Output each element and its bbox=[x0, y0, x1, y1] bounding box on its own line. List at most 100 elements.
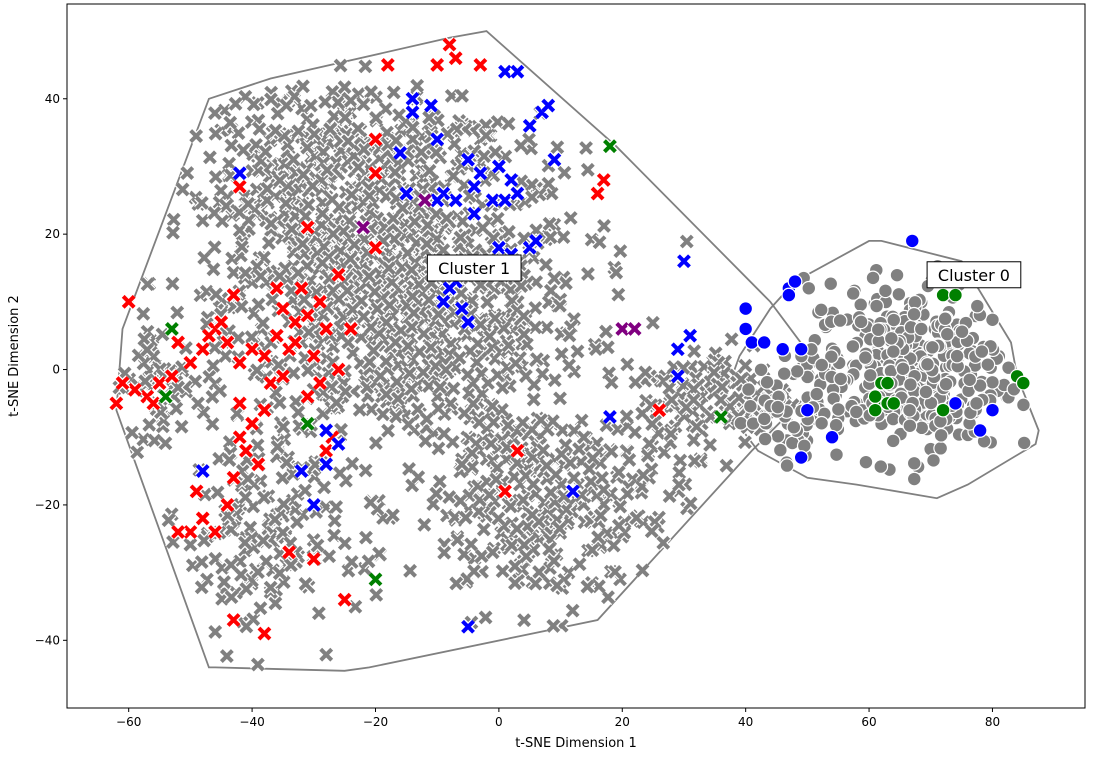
gray-circle-point bbox=[845, 286, 861, 301]
gray-x-point bbox=[562, 328, 577, 343]
gray-x-point bbox=[519, 337, 534, 352]
gray-x-point bbox=[140, 277, 155, 292]
x-tick-label: 0 bbox=[495, 715, 503, 729]
gray-x-point bbox=[541, 176, 556, 191]
gray-x-point bbox=[525, 190, 539, 205]
gray-circle-point bbox=[933, 440, 949, 456]
gray-circle-point bbox=[830, 402, 846, 417]
gray-x-point bbox=[401, 339, 416, 353]
gray-circle-point bbox=[814, 357, 830, 373]
green-circle-point bbox=[948, 287, 963, 303]
gray-x-point bbox=[501, 224, 516, 239]
gray-x-point bbox=[495, 402, 509, 417]
gray-x-point bbox=[495, 380, 510, 395]
gray-x-point bbox=[416, 365, 431, 380]
gray-circle-point bbox=[789, 363, 805, 379]
x-tick-label: 20 bbox=[615, 715, 630, 729]
gray-x-point bbox=[558, 276, 573, 291]
gray-x-point bbox=[538, 257, 553, 272]
gray-x-point bbox=[356, 309, 371, 324]
gray-circle-point bbox=[939, 326, 955, 342]
gray-x-point bbox=[613, 244, 628, 259]
gray-x-point bbox=[405, 289, 420, 304]
gray-x-point bbox=[289, 394, 303, 409]
gray-x-point bbox=[462, 386, 476, 401]
gray-circle-point bbox=[938, 376, 954, 392]
gray-x-point bbox=[405, 320, 419, 334]
x-tick-label: −60 bbox=[116, 715, 141, 729]
gray-x-point bbox=[610, 422, 625, 437]
gray-circle-point bbox=[741, 382, 756, 397]
gray-x-point bbox=[475, 386, 489, 401]
gray-x-point bbox=[309, 285, 324, 300]
gray-x-point bbox=[431, 441, 446, 456]
gray-circle-point bbox=[858, 454, 874, 470]
gray-x-point bbox=[453, 230, 468, 245]
gray-x-point bbox=[436, 243, 451, 258]
gray-circle-point bbox=[776, 366, 792, 382]
gray-circle-point bbox=[753, 362, 769, 378]
gray-x-point bbox=[366, 343, 381, 358]
gray-circle-point bbox=[857, 350, 873, 366]
gray-x-point bbox=[329, 395, 344, 410]
gray-x-point bbox=[376, 407, 390, 422]
gray-circle-point bbox=[801, 280, 817, 296]
gray-x-point bbox=[388, 335, 403, 350]
gray-x-point bbox=[496, 321, 511, 336]
gray-x-point bbox=[381, 423, 395, 438]
blue-circle-point bbox=[985, 402, 1000, 418]
gray-circle-point bbox=[913, 321, 929, 337]
gray-circle-point bbox=[886, 312, 902, 328]
gray-circle-point bbox=[786, 419, 802, 435]
gray-circle-point bbox=[974, 344, 990, 360]
gray-x-point bbox=[379, 354, 394, 369]
gray-x-point bbox=[419, 237, 434, 251]
gray-x-point bbox=[480, 295, 495, 310]
gray-x-point bbox=[206, 262, 221, 277]
gray-circle-point bbox=[889, 267, 905, 283]
blue-circle-point bbox=[738, 301, 754, 317]
gray-x-point bbox=[338, 384, 353, 399]
gray-x-point bbox=[230, 406, 244, 421]
gray-x-point bbox=[419, 412, 434, 426]
gray-circle-point bbox=[926, 453, 941, 468]
y-tick-label: 0 bbox=[52, 363, 60, 377]
gray-x-point bbox=[402, 366, 417, 381]
gray-x-point bbox=[422, 379, 436, 394]
gray-circle-point bbox=[833, 371, 849, 387]
gray-circle-point bbox=[779, 458, 795, 473]
gray-x-point bbox=[286, 366, 301, 381]
blue-circle-point bbox=[744, 335, 760, 350]
gray-x-point bbox=[482, 329, 497, 344]
gray-x-point bbox=[421, 292, 436, 307]
gray-circle-point bbox=[902, 418, 918, 434]
gray-x-point bbox=[556, 230, 571, 244]
gray-circle-point bbox=[770, 399, 786, 415]
gray-points bbox=[111, 57, 1032, 673]
gray-circle-point bbox=[954, 324, 970, 340]
gray-x-point bbox=[379, 387, 394, 402]
x-tick-label: −40 bbox=[239, 715, 264, 729]
gray-x-point bbox=[166, 212, 181, 227]
gray-circle-point bbox=[969, 395, 984, 411]
gray-x-point bbox=[570, 344, 585, 359]
gray-x-point bbox=[527, 377, 542, 392]
gray-x-point bbox=[370, 301, 385, 316]
blue-circle-point bbox=[799, 402, 815, 418]
gray-circle-point bbox=[870, 322, 886, 338]
blue-circle-point bbox=[972, 423, 988, 438]
gray-x-point bbox=[429, 207, 444, 222]
y-tick-label: −20 bbox=[35, 498, 60, 512]
gray-circle-point bbox=[980, 357, 996, 373]
gray-circle-point bbox=[937, 311, 953, 327]
gray-x-point bbox=[412, 344, 427, 359]
gray-x-point bbox=[207, 340, 222, 355]
gray-x-point bbox=[368, 436, 383, 450]
gray-circle-point bbox=[770, 428, 786, 444]
gray-circle-point bbox=[853, 314, 869, 330]
gray-x-point bbox=[424, 340, 438, 355]
gray-x-point bbox=[645, 315, 660, 330]
gray-circle-point bbox=[920, 356, 935, 372]
gray-x-point bbox=[420, 218, 435, 233]
gray-x-point bbox=[485, 399, 500, 413]
